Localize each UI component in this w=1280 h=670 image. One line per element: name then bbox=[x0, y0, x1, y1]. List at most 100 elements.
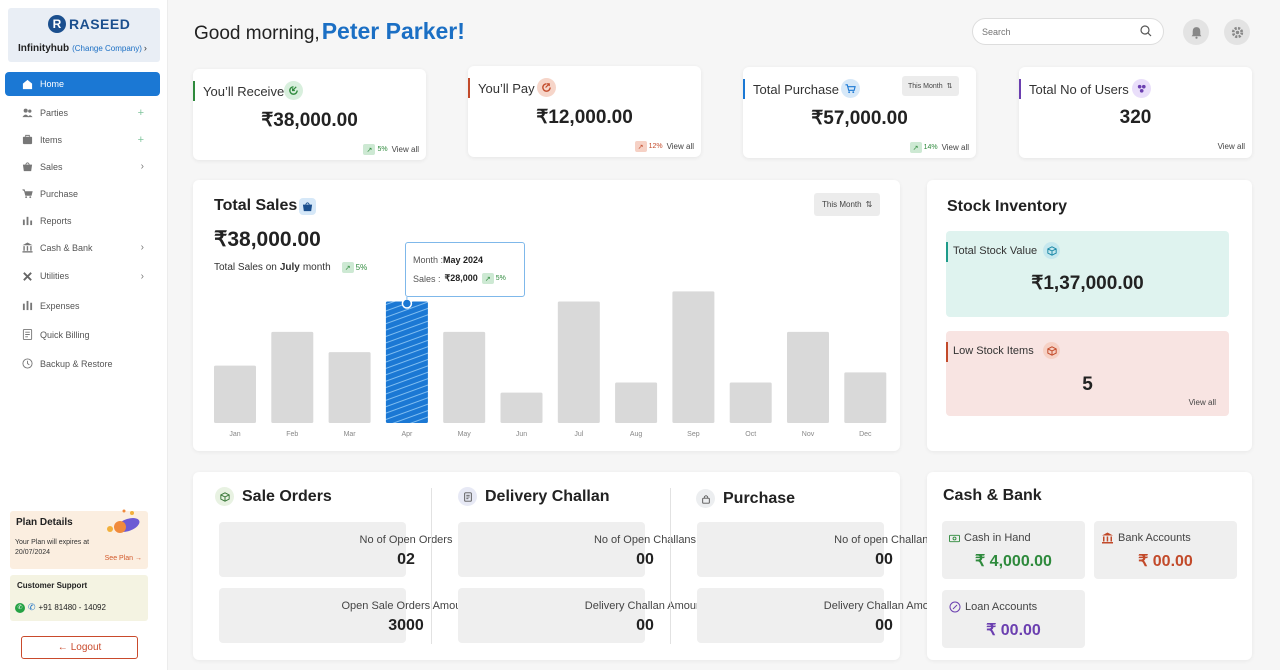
bank-label: Bank Accounts bbox=[1118, 532, 1191, 544]
divider bbox=[431, 488, 432, 644]
arrow-left-icon: ← bbox=[57, 642, 68, 653]
stock-value: ₹1,37,000.00 bbox=[1031, 273, 1144, 294]
bank-icon bbox=[1102, 532, 1113, 544]
sales-icon bbox=[299, 198, 316, 215]
logo-text: RASEED bbox=[69, 16, 131, 32]
sidebar-item-purchase[interactable]: Purchase bbox=[5, 180, 160, 207]
sidebar-item-expenses[interactable]: Expenses bbox=[5, 291, 160, 320]
x-tick-label: May bbox=[458, 431, 472, 438]
notifications-button[interactable] bbox=[1183, 19, 1209, 45]
card-value: 00 bbox=[875, 617, 893, 634]
challan-amount-card[interactable]: Delivery Challan Amount 00 bbox=[458, 588, 705, 643]
sidebar-item-backup-restore[interactable]: Backup & Restore bbox=[5, 349, 160, 378]
view-all-link[interactable]: View all bbox=[666, 142, 694, 151]
sub-prefix: Total Sales on bbox=[214, 262, 277, 273]
period-filter-label: This Month bbox=[822, 200, 862, 209]
sidebar: R RASEED Infinityhub (Change Company) › Ho… bbox=[0, 0, 168, 670]
card-label: Open Sale Orders Amount bbox=[341, 600, 471, 612]
view-all-link[interactable]: View all bbox=[1188, 398, 1216, 407]
sidebar-item-reports[interactable]: Reports bbox=[5, 207, 160, 234]
total-stock-value-card[interactable]: Total Stock Value ₹1,37,000.00 bbox=[946, 231, 1229, 317]
purchase-challan-amount-card[interactable]: Delivery Challan Amount 00 bbox=[697, 588, 944, 643]
chart-bar-nov[interactable] bbox=[787, 331, 829, 423]
x-tick-label: Mar bbox=[344, 431, 357, 438]
chart-bar-jan[interactable] bbox=[214, 365, 256, 423]
tooltip-sales-label: Sales : bbox=[413, 273, 441, 284]
card-value: 00 bbox=[636, 551, 654, 568]
metric-card-users[interactable]: Total No of Users 320 View all bbox=[1019, 67, 1252, 158]
support-phone[interactable]: ✆ ✆ +91 81480 - 14092 bbox=[15, 602, 106, 613]
metric-card-pay[interactable]: You’ll Pay ₹12,000.00 ↗ 12% View all bbox=[468, 66, 701, 157]
cash-in-hand-card[interactable]: Cash in Hand ₹ 4,000.00 bbox=[942, 521, 1085, 579]
settings-button[interactable] bbox=[1224, 19, 1250, 45]
accent-bar bbox=[193, 81, 195, 101]
open-challans-card[interactable]: No of Open Challans 00 bbox=[458, 522, 696, 577]
see-plan-link[interactable]: See Plan → bbox=[104, 555, 142, 562]
chart-bar-feb[interactable] bbox=[271, 331, 314, 423]
section-title-text: Delivery Challan bbox=[485, 487, 610, 505]
metric-footer: ↗ 5% View all bbox=[363, 144, 419, 155]
add-item-icon[interactable]: + bbox=[137, 133, 144, 146]
chart-bar-jul[interactable] bbox=[557, 301, 600, 424]
sidebar-item-utilities[interactable]: Utilities › bbox=[5, 261, 160, 291]
cash-bank-panel: Cash & Bank Cash in Hand ₹ 4,000.00 Bank… bbox=[927, 472, 1252, 660]
logo: R RASEED bbox=[48, 15, 130, 33]
sidebar-item-parties[interactable]: Parties + bbox=[5, 99, 160, 126]
x-tick-label: Feb bbox=[286, 431, 298, 438]
open-purchase-challans-card[interactable]: No of open Challans 00 bbox=[697, 522, 934, 577]
chart-bar-apr[interactable] bbox=[385, 301, 428, 424]
sidebar-item-sales[interactable]: Sales › bbox=[5, 153, 160, 180]
metric-card-total-purchase[interactable]: Total Purchase This Month ⇅ ₹57,000.00 ↗… bbox=[743, 67, 976, 158]
loan-accounts-card[interactable]: Loan Accounts ₹ 00.00 bbox=[942, 590, 1085, 648]
cash-icon bbox=[949, 534, 960, 542]
chart-bar-sep[interactable] bbox=[672, 291, 715, 423]
change-company-link[interactable]: (Change Company) bbox=[72, 44, 142, 53]
change-badge: ↗ 14% bbox=[909, 142, 938, 153]
sidebar-item-items[interactable]: Items + bbox=[5, 126, 160, 153]
period-filter[interactable]: This Month ⇅ bbox=[814, 193, 881, 216]
company-selector[interactable]: Infinityhub (Change Company) › bbox=[18, 43, 147, 54]
x-tick-label: Jul bbox=[574, 431, 583, 438]
metric-card-receive[interactable]: You’ll Receive ₹38,000.00 ↗ 5% View all bbox=[193, 69, 426, 160]
chart-bar-mar[interactable] bbox=[328, 352, 371, 423]
stock-value: 5 bbox=[1082, 374, 1093, 395]
sidebar-item-home[interactable]: Home bbox=[5, 72, 160, 96]
trend-up-icon: ↗ bbox=[363, 144, 376, 155]
chart-bar-oct[interactable] bbox=[729, 382, 772, 424]
open-orders-card[interactable]: No of Open Orders 02 bbox=[219, 522, 452, 577]
view-all-link[interactable]: View all bbox=[1217, 142, 1245, 151]
open-orders-amount-card[interactable]: Open Sale Orders Amount 3000 bbox=[219, 588, 471, 643]
whatsapp-icon: ✆ bbox=[15, 602, 25, 613]
sale-orders-title: Sale Orders bbox=[215, 487, 332, 506]
plan-details-card: Plan Details Your Plan will expires at 2… bbox=[10, 509, 148, 569]
card-label: Loan Accounts bbox=[949, 601, 1037, 613]
chart-bar-may[interactable] bbox=[443, 331, 486, 423]
chart-bar-dec[interactable] bbox=[844, 372, 887, 423]
chart-bar-aug[interactable] bbox=[615, 382, 658, 424]
bank-value: ₹ 00.00 bbox=[1138, 553, 1193, 570]
accent-bar bbox=[743, 79, 745, 99]
chart-bar-jun[interactable] bbox=[500, 392, 543, 423]
search-input[interactable] bbox=[982, 27, 1132, 37]
chart-tooltip: Month :May 2024 Sales : ₹28,000 ↗ 5% bbox=[405, 242, 525, 297]
x-tick-label: Jun bbox=[516, 431, 527, 438]
add-party-icon[interactable]: + bbox=[137, 106, 144, 119]
bell-icon bbox=[1191, 26, 1201, 39]
low-stock-card[interactable]: Low Stock Items 5 View all bbox=[946, 331, 1229, 416]
view-all-link[interactable]: View all bbox=[391, 145, 419, 154]
chevron-right-icon: › bbox=[140, 270, 144, 282]
logout-button[interactable]: ← Logout bbox=[21, 636, 138, 659]
sidebar-item-label: Home bbox=[40, 79, 65, 89]
card-label: Delivery Challan Amount bbox=[584, 600, 706, 612]
bank-accounts-card[interactable]: Bank Accounts ₹ 00.00 bbox=[1094, 521, 1237, 579]
period-filter[interactable]: This Month ⇅ bbox=[902, 76, 959, 96]
view-all-link[interactable]: View all bbox=[941, 143, 969, 152]
support-phone-number: +91 81480 - 14092 bbox=[38, 603, 106, 612]
card-value: 00 bbox=[636, 617, 654, 634]
search-box[interactable] bbox=[972, 18, 1164, 45]
sidebar-item-cash-bank[interactable]: Cash & Bank › bbox=[5, 234, 160, 261]
lock-icon bbox=[696, 489, 715, 508]
total-sales-panel: Total Sales This Month ⇅ ₹38,000.00 Tota… bbox=[193, 180, 900, 451]
sidebar-item-quick-billing[interactable]: Quick Billing bbox=[5, 320, 160, 349]
search-icon[interactable] bbox=[1140, 25, 1152, 37]
